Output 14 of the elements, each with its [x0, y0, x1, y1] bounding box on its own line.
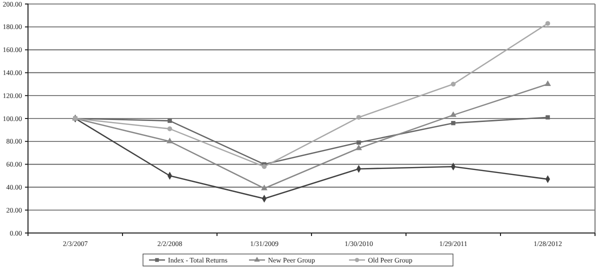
point	[545, 21, 550, 26]
point	[167, 126, 172, 132]
point	[261, 184, 268, 190]
point	[451, 120, 456, 126]
point	[262, 164, 267, 169]
point	[546, 115, 550, 120]
point	[450, 82, 456, 87]
point	[450, 111, 456, 117]
point	[356, 144, 362, 150]
point	[166, 138, 173, 144]
point	[356, 140, 361, 145]
point	[168, 118, 172, 123]
point	[544, 80, 551, 86]
point	[356, 114, 362, 120]
